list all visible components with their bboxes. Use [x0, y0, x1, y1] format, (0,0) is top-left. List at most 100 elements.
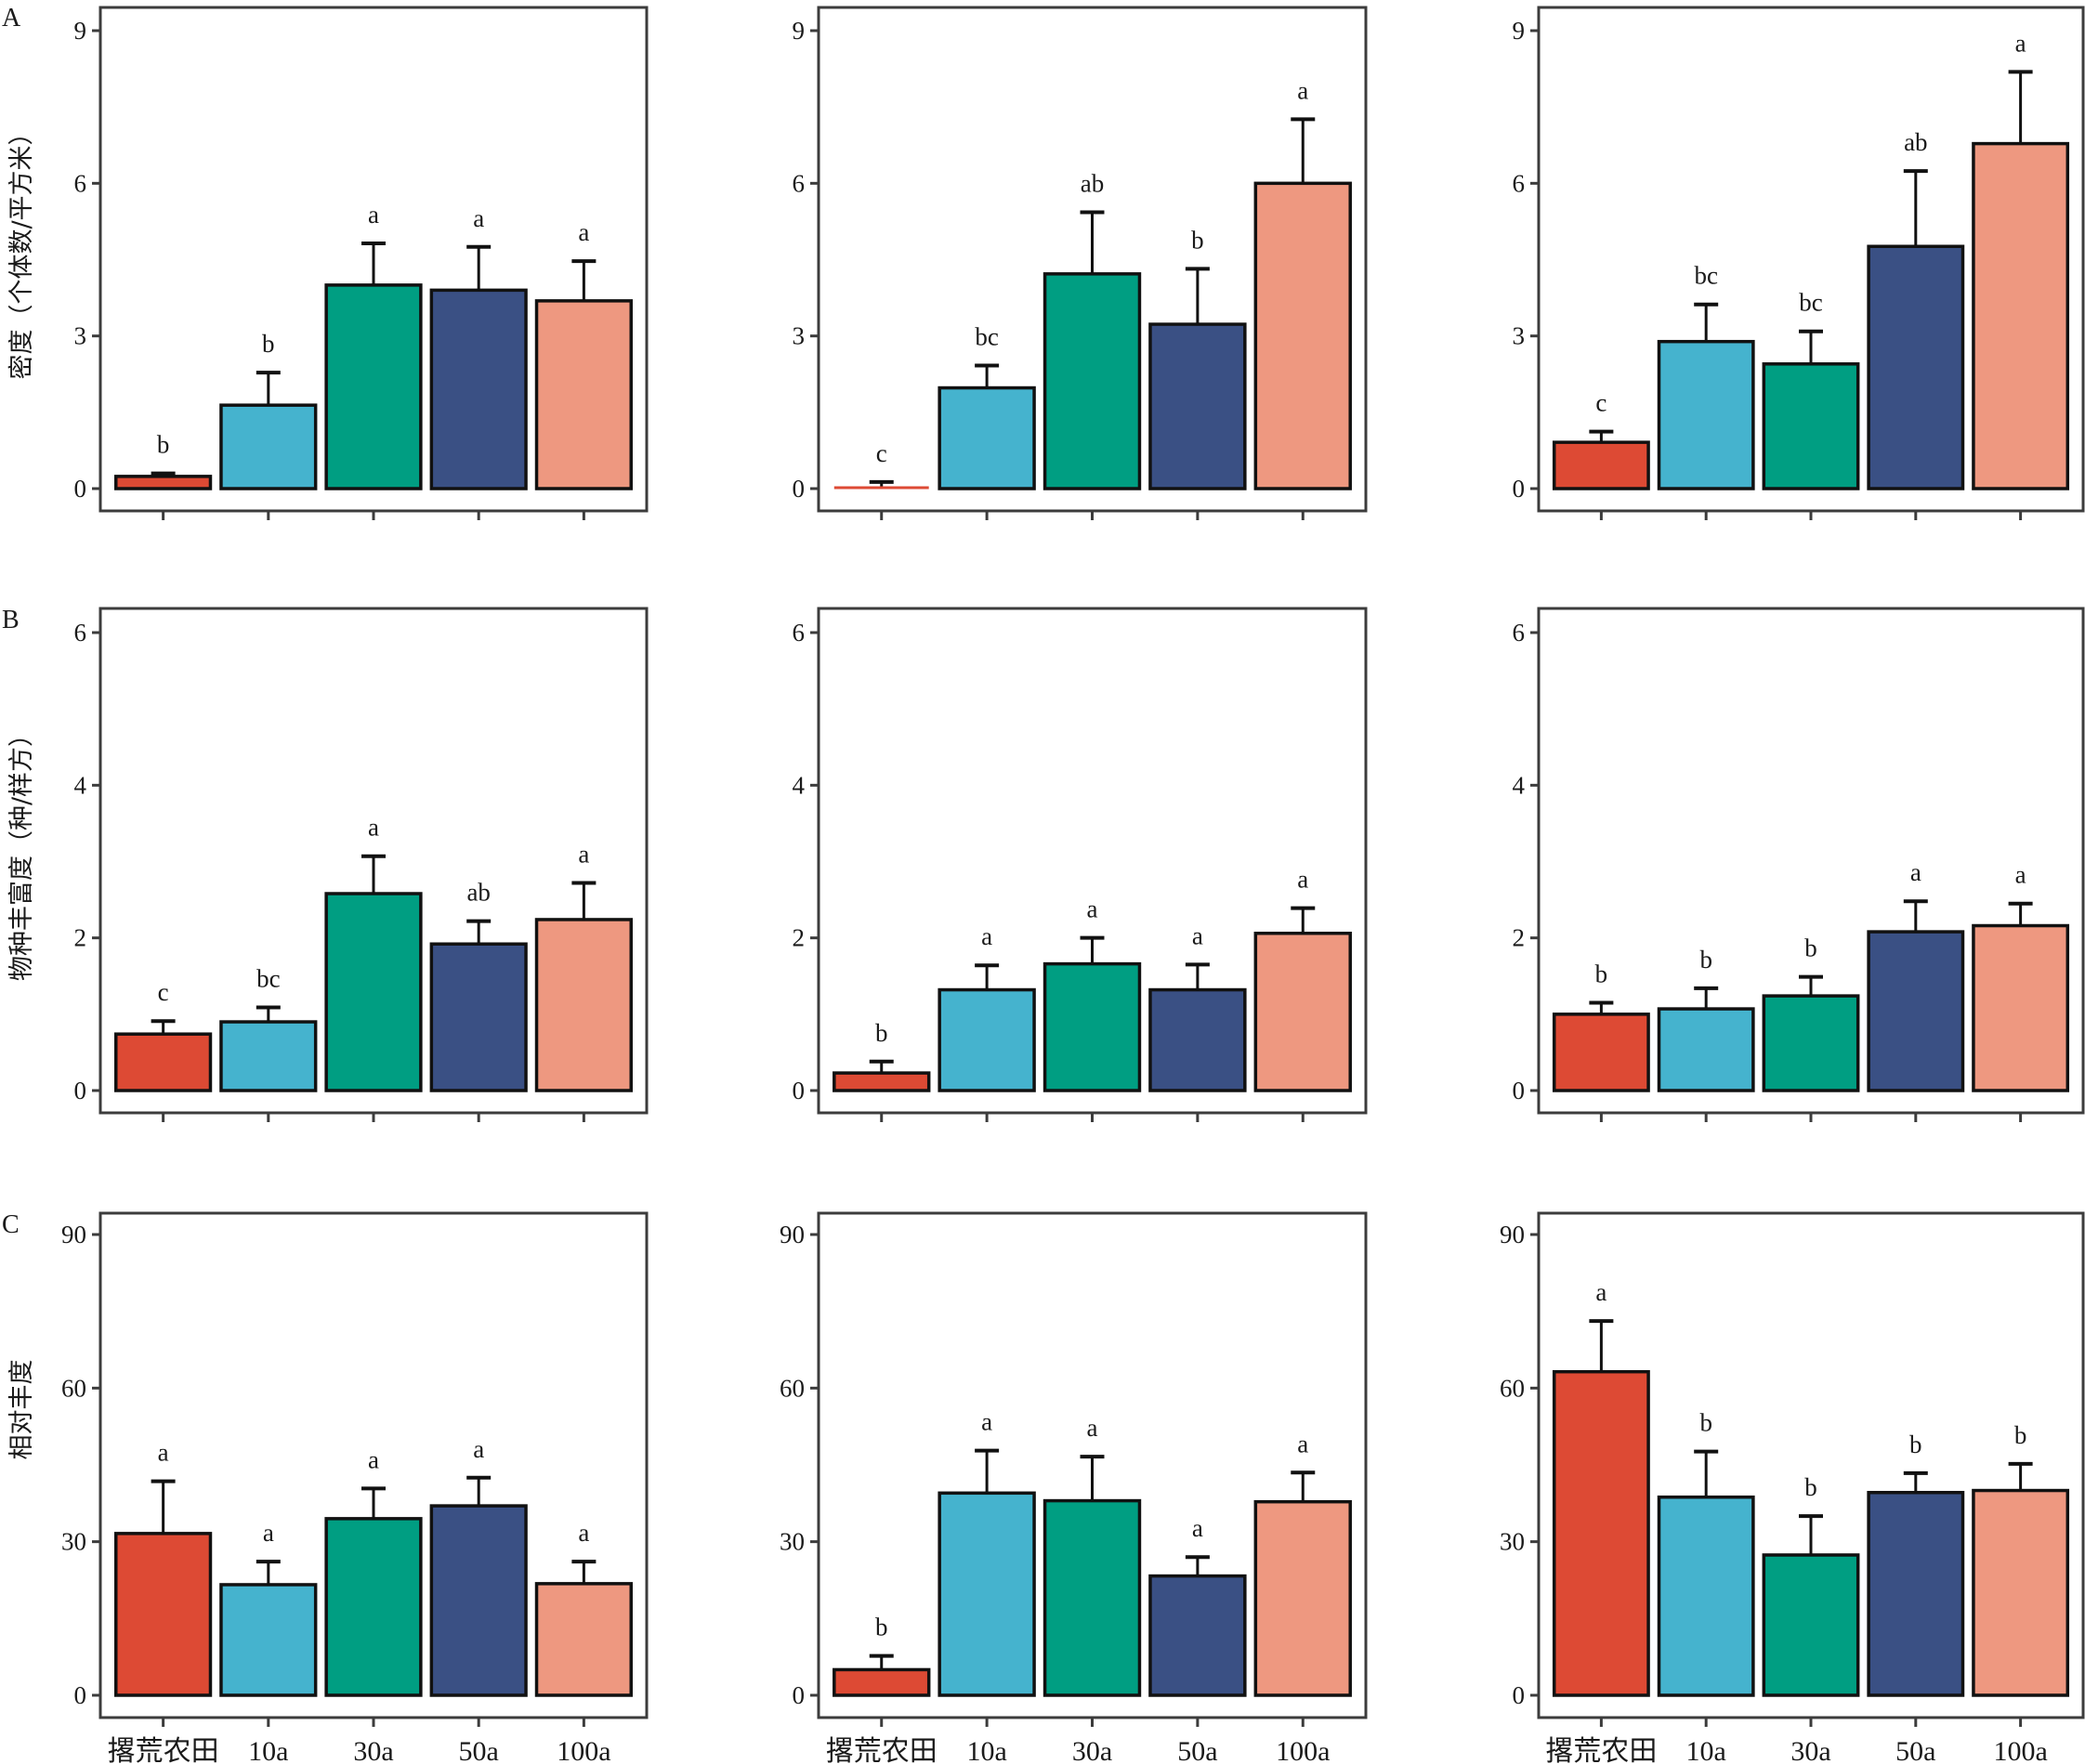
x-tick-label: 撂荒农田 — [826, 1736, 938, 1764]
significance-label: a — [1297, 1430, 1308, 1457]
y-tick-label: 6 — [1513, 169, 1526, 197]
significance-label: a — [158, 1439, 169, 1467]
bar — [114, 1032, 213, 1092]
significance-label: a — [981, 922, 992, 950]
bar — [114, 1532, 213, 1697]
bar — [219, 1020, 318, 1092]
significance-label: b — [1191, 226, 1204, 254]
bar — [1552, 1013, 1650, 1092]
bar — [938, 385, 1036, 490]
chart-panel-a1: 0 3 6 9 b b a a a 密度（个体数/平方米） — [7, 6, 649, 520]
bar — [938, 1491, 1036, 1697]
significance-label: a — [1297, 76, 1308, 104]
y-tick-label: 4 — [74, 771, 87, 799]
y-tick-label: 30 — [1500, 1528, 1525, 1556]
y-tick-label: 0 — [793, 1077, 806, 1104]
y-tick-label: 0 — [1513, 1681, 1526, 1709]
bar — [219, 1583, 318, 1697]
y-axis-title: 密度（个体数/平方米） — [7, 120, 36, 379]
significance-label: bc — [1694, 262, 1718, 290]
significance-label: a — [368, 201, 379, 229]
significance-label: a — [578, 218, 589, 246]
bar — [324, 283, 423, 490]
bar — [1867, 244, 1965, 490]
significance-label: b — [262, 330, 275, 358]
significance-label: a — [1192, 921, 1203, 949]
significance-label: a — [981, 1408, 992, 1436]
bar — [1657, 1007, 1755, 1092]
bar — [219, 403, 318, 490]
x-tick-label: 撂荒农田 — [108, 1736, 219, 1764]
significance-label: b — [1699, 946, 1712, 973]
y-tick-label: 6 — [1513, 619, 1526, 647]
x-tick-label: 50a — [459, 1736, 499, 1764]
y-tick-label: 90 — [780, 1221, 805, 1248]
significance-label: a — [368, 814, 379, 842]
significance-label: c — [1595, 389, 1606, 417]
y-tick-label: 4 — [793, 771, 806, 799]
bar — [534, 918, 633, 1092]
significance-label: b — [1699, 1409, 1712, 1437]
bar — [1867, 1491, 1965, 1697]
bar — [429, 1504, 528, 1697]
x-tick-label: 撂荒农田 — [1545, 1736, 1657, 1764]
y-tick-label: 0 — [793, 1681, 806, 1709]
significance-label: a — [1297, 866, 1308, 894]
significance-label: a — [1910, 858, 1921, 886]
x-tick-label: 50a — [1177, 1736, 1217, 1764]
y-tick-label: 90 — [61, 1221, 86, 1248]
bar — [1552, 1369, 1650, 1697]
y-tick-label: 2 — [1513, 924, 1526, 952]
y-tick-label: 90 — [1500, 1221, 1525, 1248]
bar — [429, 942, 528, 1092]
bar — [1148, 987, 1247, 1092]
y-tick-label: 60 — [780, 1374, 805, 1402]
chart-panel-c2: 0 30 60 90 b 撂荒农田 a 10a a 30a a 50a a 100a — [780, 1211, 1368, 1764]
y-tick-label: 0 — [74, 475, 87, 503]
significance-label: b — [875, 1019, 888, 1047]
y-tick-label: 4 — [1513, 771, 1526, 799]
chart-panel-c1: 0 30 60 90 a 撂荒农田 a 10a a 30a a 50a a 100a 相对丰度 — [7, 1211, 649, 1764]
significance-label: a — [2015, 861, 2026, 889]
y-tick-label: 6 — [793, 619, 806, 647]
significance-label: bc — [256, 964, 281, 992]
bar — [1762, 994, 1860, 1092]
panel-letter-b: B — [2, 606, 20, 634]
y-tick-label: 3 — [1513, 322, 1526, 350]
y-tick-label: 6 — [74, 619, 87, 647]
x-tick-label: 100a — [557, 1736, 610, 1764]
bar — [1042, 1498, 1142, 1697]
chart-panel-b1: 0 2 4 6 c bc a ab a 物种丰富度（种/样方） — [7, 607, 649, 1122]
significance-label: b — [875, 1614, 888, 1641]
bar — [1657, 339, 1755, 490]
y-tick-label: 60 — [1500, 1374, 1525, 1402]
bar — [938, 987, 1036, 1092]
significance-label: a — [578, 1519, 589, 1547]
bar — [1972, 1488, 2070, 1697]
bar — [1762, 1553, 1860, 1697]
significance-label: a — [1192, 1514, 1203, 1542]
y-tick-label: 9 — [74, 17, 87, 45]
bar — [1972, 923, 2070, 1092]
x-tick-label: 50a — [1895, 1736, 1935, 1764]
significance-label: c — [876, 439, 887, 467]
y-tick-label: 0 — [793, 475, 806, 503]
x-tick-label: 10a — [966, 1736, 1006, 1764]
x-tick-label: 30a — [1072, 1736, 1112, 1764]
y-tick-label: 6 — [793, 169, 806, 197]
bar — [1253, 931, 1352, 1092]
significance-label: ab — [466, 879, 490, 907]
bar — [1148, 1574, 1247, 1697]
y-tick-label: 3 — [793, 322, 806, 350]
significance-label: bc — [1799, 289, 1823, 317]
y-tick-label: 0 — [1513, 475, 1526, 503]
bar — [833, 1667, 931, 1697]
bar — [1253, 1499, 1352, 1697]
significance-label: ab — [1904, 128, 1927, 156]
significance-label: a — [263, 1519, 274, 1547]
y-tick-label: 30 — [61, 1528, 86, 1556]
y-tick-label: 60 — [61, 1374, 86, 1402]
significance-label: b — [157, 431, 170, 459]
x-tick-label: 100a — [1276, 1736, 1330, 1764]
